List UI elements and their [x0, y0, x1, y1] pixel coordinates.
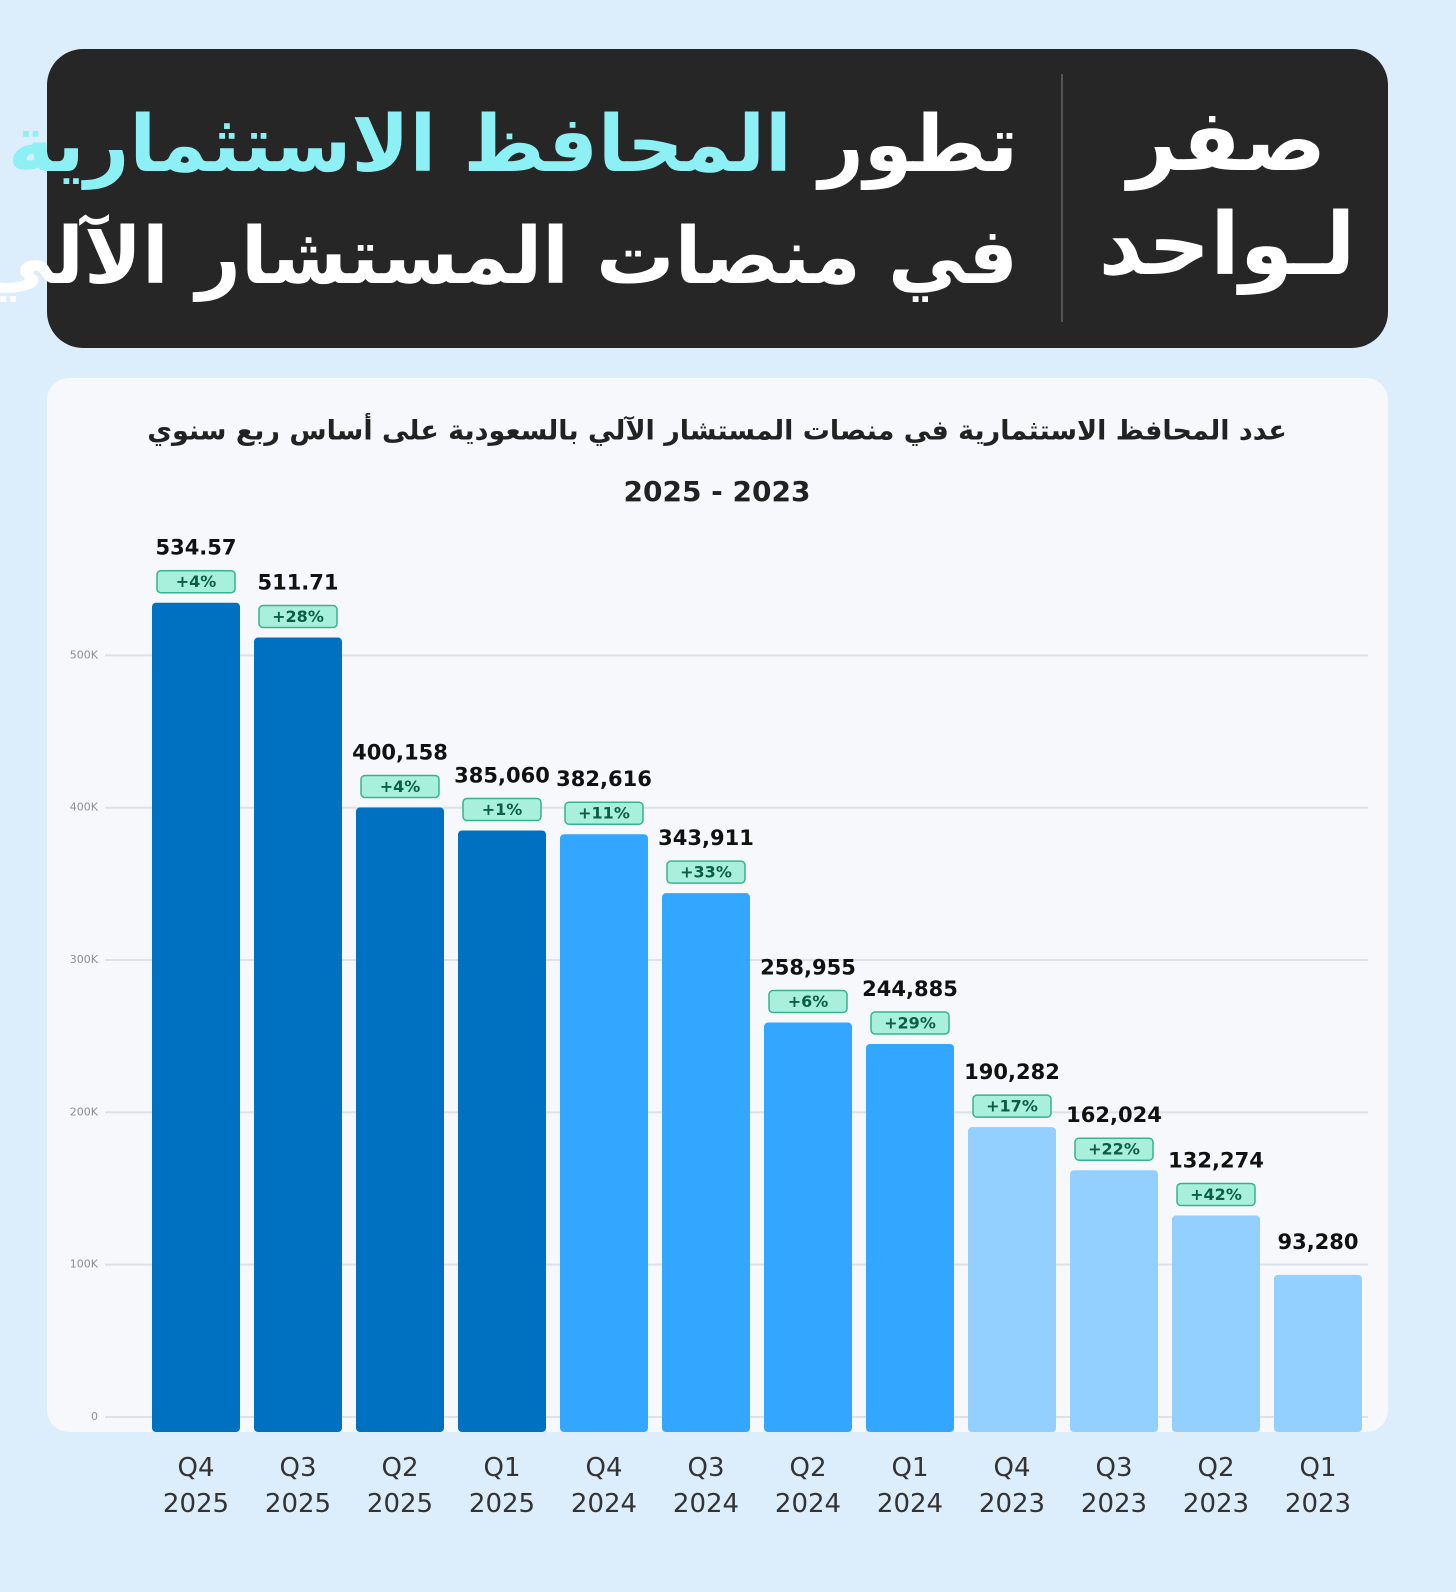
header: تطور المحافظ الاستثمارية في منصات المستش… [0, 49, 1388, 348]
chart-title: عدد المحافظ الاستثمارية في منصات المستشا… [147, 413, 1287, 447]
bar [254, 637, 342, 1432]
bar [1274, 1274, 1362, 1432]
x-tick-label: Q1 2025 [468, 1453, 536, 1519]
x-tick-label: Q4 2024 [570, 1453, 638, 1519]
value-label: 382,616 [556, 767, 652, 791]
bar [968, 1127, 1056, 1432]
x-tick-label: Q3 2025 [264, 1453, 332, 1519]
growth-badge [462, 797, 542, 822]
growth-badge [360, 774, 440, 799]
growth-badge [258, 604, 338, 629]
value-label: 511.71 [257, 571, 338, 595]
value-label: 93,280 [1277, 1230, 1358, 1254]
value-label: 132,274 [1168, 1149, 1264, 1173]
bar [1070, 1170, 1158, 1432]
bar [356, 807, 444, 1432]
title-part: تطور [818, 100, 1018, 190]
value-label: 385,060 [454, 763, 550, 787]
y-tick-label: 500K [70, 648, 99, 661]
title-line: في منصات المستشار الآلي [0, 212, 1018, 302]
growth-label: +4% [380, 777, 421, 796]
growth-label: +4% [176, 572, 217, 591]
x-tick-label: Q2 2024 [774, 1453, 842, 1519]
growth-label: +33% [680, 863, 732, 882]
growth-badge [1176, 1182, 1256, 1207]
x-tick-label: Q4 2023 [978, 1453, 1046, 1519]
x-tick-label: Q1 2023 [1284, 1453, 1352, 1519]
growth-badge [666, 860, 746, 884]
value-label: 534.57 [155, 536, 236, 560]
title-highlight: المحافظ الاستثمارية [7, 100, 792, 190]
logo-top: صفر [1127, 91, 1327, 191]
title-line: تطور المحافظ الاستثمارية [0, 89, 1018, 201]
x-tick-label: Q1 2024 [876, 1453, 944, 1519]
value-label: 343,911 [658, 826, 754, 850]
growth-label: +17% [986, 1097, 1038, 1116]
growth-label: +11% [578, 804, 630, 823]
growth-badge [768, 989, 848, 1014]
growth-badge [156, 569, 236, 594]
growth-badge [1074, 1137, 1154, 1161]
value-label: 244,885 [862, 977, 958, 1001]
y-tick-label: 0 [91, 1410, 98, 1423]
growth-badge [564, 801, 644, 825]
growth-label: +42% [1190, 1185, 1242, 1204]
growth-label: +29% [884, 1013, 936, 1032]
x-tick-label: Q3 2023 [1080, 1453, 1148, 1519]
bar [866, 1043, 954, 1432]
bar [458, 830, 546, 1432]
x-tick-label: Q2 2023 [1182, 1453, 1250, 1519]
value-label: 400,158 [352, 740, 448, 764]
bar [1172, 1215, 1260, 1432]
header-title: تطور المحافظ الاستثمارية في منصات المستش… [0, 89, 1018, 313]
y-tick-label: 400K [70, 801, 99, 814]
growth-label: +6% [788, 992, 829, 1011]
value-label: 258,955 [760, 956, 856, 980]
divider [1061, 74, 1063, 322]
bar [152, 602, 240, 1432]
growth-badge [972, 1094, 1052, 1118]
y-tick-label: 200K [70, 1105, 99, 1118]
bar [764, 1022, 852, 1432]
value-label: 162,024 [1066, 1103, 1162, 1127]
x-tick-label: Q2 2025 [366, 1453, 434, 1519]
x-tick-label: Q4 2025 [162, 1453, 230, 1519]
bar [560, 834, 648, 1432]
growth-badge [870, 1011, 950, 1035]
y-tick-label: 100K [70, 1258, 99, 1271]
y-tick-label: 300K [70, 953, 99, 966]
value-label: 190,282 [964, 1060, 1060, 1084]
x-tick-label: Q3 2024 [672, 1453, 740, 1519]
logo-bottom: لـواحد [1098, 195, 1356, 295]
bar [662, 893, 750, 1432]
chart-subtitle: 2025 - 2023 [624, 475, 811, 508]
logo: صفر لـواحد [1087, 89, 1367, 297]
growth-label: +28% [272, 607, 324, 626]
growth-label: +1% [482, 800, 523, 819]
growth-label: +22% [1088, 1140, 1140, 1159]
